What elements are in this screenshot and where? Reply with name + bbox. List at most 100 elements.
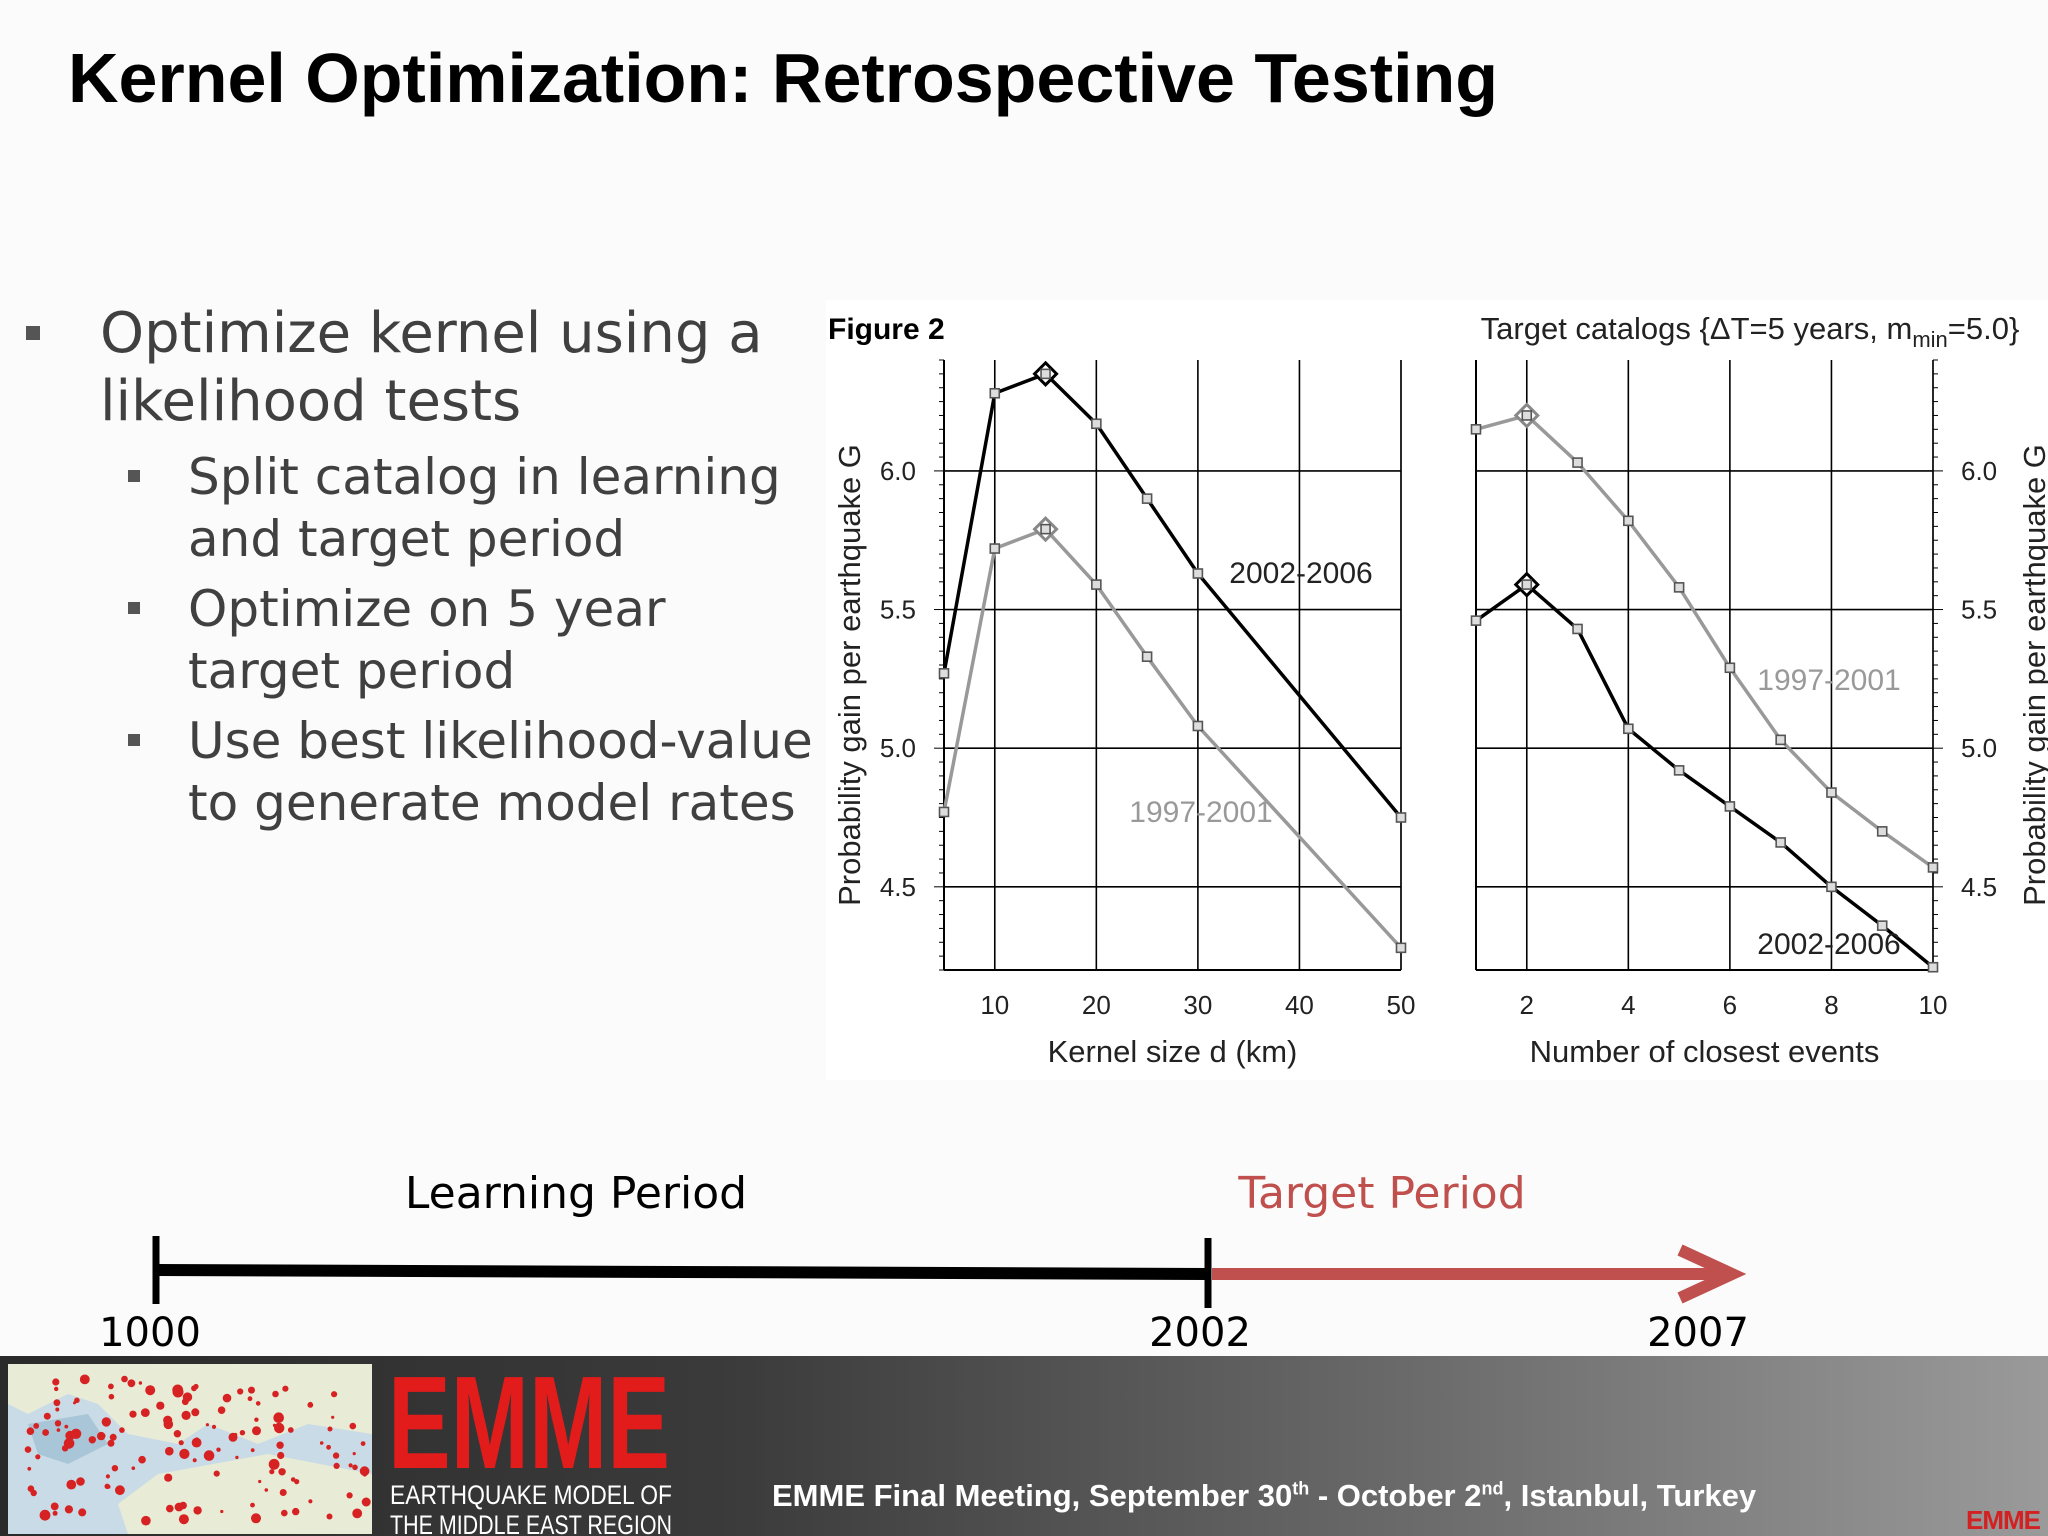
earthquake-dot [247,1396,253,1402]
earthquake-dot [239,1430,246,1436]
earthquake-dot [88,1436,97,1444]
earthquake-dot [105,1474,110,1479]
earthquake-dot [181,1410,191,1420]
earthquake-dot [182,1502,187,1507]
earthquake-dot [362,1472,367,1477]
earthquake-dot [108,1383,114,1390]
chart-title: Target catalogs {ΔT=5 years, mmin=5.0} [1481,311,2020,352]
data-point [1927,961,1939,973]
earthquake-dot [281,1509,288,1517]
earthquake-dot [191,1408,200,1417]
x-tick-label: 30 [1183,990,1212,1020]
earthquake-dot [55,1407,60,1412]
timeline: Learning Period Target Period 1000 2002 … [99,1168,1749,1356]
earthquake-dot [138,1455,146,1464]
x-tick-label: 50 [1387,990,1416,1020]
series-line [1474,582,1935,969]
target-period-label: Target Period [1237,1168,1525,1219]
earthquake-dot [274,1422,285,1434]
earthquake-dot [145,1385,156,1396]
sub-bullet-best: Use best likelihood-value to generate mo… [128,710,828,834]
meeting-info: EMME Final Meeting, September 30th - Oct… [772,1478,1757,1513]
earthquake-dot [101,1417,112,1427]
data-point [1040,368,1051,380]
earthquake-dot [54,1386,59,1392]
earthquake-dot [61,1445,69,1452]
data-point [1521,410,1533,421]
earthquake-dot [264,1488,269,1492]
earthquake-dot [164,1473,173,1482]
corner-logo: EMME [1966,1505,2041,1535]
earthquake-dot [33,1423,40,1429]
earthquake-dot [326,1513,333,1520]
x-tick-label: 8 [1824,990,1838,1020]
earthquake-dot [319,1441,324,1445]
learning-period-label: Learning Period [405,1168,747,1219]
earthquake-dot [35,1454,41,1460]
svg-text:EARTHQUAKE MODEL OF: EARTHQUAKE MODEL OF [390,1480,672,1510]
earthquake-dot [174,1502,184,1512]
series-label: 1997-2001 [1129,796,1272,829]
earthquake-dot [165,1446,174,1456]
bullet-marker [128,470,140,482]
data-point [1470,424,1482,435]
data-point [1091,418,1102,430]
earthquake-dot [237,1388,244,1395]
y-tick-label: 4.5 [880,872,916,902]
earthquake-dot [348,1463,353,1468]
x-axis-label: Number of closest events [1530,1034,1880,1069]
earthquake-dot [250,1502,255,1508]
series-label: 2002-2006 [1757,928,1900,961]
data-point [1927,862,1939,873]
earthquake-dot [279,1489,287,1496]
y-tick-label: 5.0 [1961,733,1997,763]
earthquake-dot [64,1505,73,1514]
sub-bullet-split: Split catalog in learning and target per… [128,446,828,570]
earthquake-dot [156,1401,165,1410]
data-point [1724,662,1736,674]
bullet-marker [128,734,140,746]
earthquake-dot [333,1462,340,1469]
bullet-marker [26,326,40,340]
earthquake-dot [360,1441,366,1446]
bullet-main-text: Optimize kernel using a likelihood tests [100,301,763,434]
data-point [938,806,950,818]
earthquake-dot [140,1408,150,1417]
earthquake-dot [352,1508,363,1519]
sub-bullet-optimize: Optimize on 5 year target period [128,578,828,702]
figure-background [826,300,2048,1080]
earthquake-dot [290,1477,296,1482]
data-point [938,668,950,679]
data-point [1572,623,1583,635]
earthquake-dot [250,1448,255,1453]
y-tick-label: 5.0 [880,733,916,763]
earthquake-dot [178,1514,189,1525]
earthquake-dot [39,1509,51,1521]
x-tick-label: 40 [1285,990,1314,1020]
svg-text:EMME: EMME [388,1360,670,1496]
earthquake-dot [107,1439,115,1447]
data-point [1091,579,1102,590]
x-tick-label: 6 [1723,990,1737,1020]
earthquake-dot [203,1450,215,1461]
panel-kernel-size: 10 20 30 40 50 4.5 5.0 5.5 6.0 Kernel size d (km)… [832,359,1416,1069]
earthquake-dot [129,1410,137,1418]
earthquake-dot [26,1427,35,1435]
earthquake-dot [222,1393,232,1403]
earthquake-dot [193,1439,201,1447]
earthquake-dot [64,1424,69,1429]
data-point [1623,515,1634,527]
earthquake-dot [66,1479,77,1490]
data-point [1192,568,1204,579]
earthquake-dot [211,1424,217,1429]
earthquake-dot [115,1485,125,1496]
earthquake-dot [276,1441,284,1449]
earthquake-dot [102,1434,106,1438]
earthquake-dot [131,1466,136,1470]
earthquake-dot [268,1458,280,1470]
earthquake-dot [30,1489,37,1497]
data-point [1141,651,1153,662]
earthquake-dot [79,1374,90,1385]
earthquake-dot [359,1466,370,1476]
earthquake-dot [308,1499,313,1504]
